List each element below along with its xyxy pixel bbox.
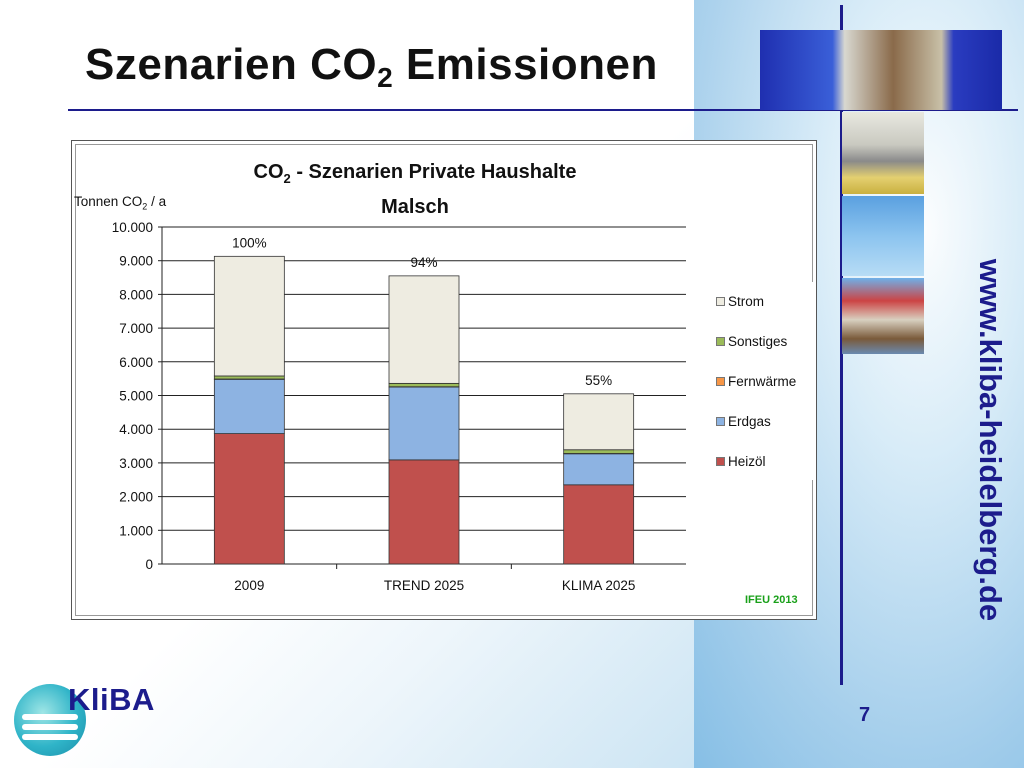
legend-swatch [716, 417, 725, 426]
y-tick-label: 6.000 [119, 355, 153, 370]
x-tick-label: KLIMA 2025 [562, 578, 636, 593]
y-tick-label: 1.000 [119, 523, 153, 538]
y-tick-label: 10.000 [112, 220, 153, 235]
legend-label: Sonstiges [728, 334, 788, 349]
page-number: 7 [859, 704, 871, 726]
legend-swatch [716, 337, 725, 346]
x-tick-label: TREND 2025 [384, 578, 464, 593]
chart-legend: Strom Sonstiges Fernwärme Erdgas Heizöl [696, 282, 814, 480]
x-tick-label: 2009 [234, 578, 264, 593]
y-tick-label: 5.000 [119, 389, 153, 404]
chart-source: IFEU 2013 [745, 594, 798, 606]
legend-label: Heizöl [728, 454, 766, 469]
bar-segment [213, 255, 285, 377]
bar-percent-label: 100% [232, 235, 267, 250]
y-tick-label: 9.000 [119, 254, 153, 269]
y-tick-label: 0 [145, 557, 153, 572]
bar-segment [388, 386, 460, 461]
y-tick-label: 4.000 [119, 422, 153, 437]
title-underline [68, 109, 1018, 111]
bar-segment [213, 375, 285, 380]
globe-icon [14, 684, 86, 756]
solar-roof-photo [760, 30, 1002, 110]
building-photo [842, 278, 924, 354]
y-tick-label: 2.000 [119, 490, 153, 505]
y-axis-unit-label: Tonnen CO2 / a [74, 194, 167, 212]
bar-percent-label: 94% [410, 255, 437, 270]
kliba-logo: KliBA [10, 680, 190, 760]
y-tick-label: 3.000 [119, 456, 153, 471]
legend-swatch [716, 457, 725, 466]
legend-label: Strom [728, 294, 765, 309]
legend-swatch [716, 297, 725, 306]
bar-segment [563, 453, 635, 486]
bar-segment [213, 433, 285, 565]
bar-segment [563, 449, 635, 454]
sky-photo [842, 196, 924, 276]
legend-label: Erdgas [728, 414, 771, 429]
y-tick-label: 7.000 [119, 321, 153, 336]
y-tick-label: 8.000 [119, 287, 153, 302]
chart-subtitle: Malsch [381, 196, 449, 218]
bar-percent-label: 55% [585, 373, 612, 388]
logo-text: KliBA [68, 682, 155, 717]
bar-segment [563, 484, 635, 565]
bar-segment [388, 382, 460, 388]
bar-segment [388, 459, 460, 565]
chart-title: CO2 - Szenarien Private Haushalte Malsch [253, 161, 577, 218]
bar-segment [213, 378, 285, 434]
vertical-divider [840, 5, 843, 685]
slide-title: Szenarien CO2 Emissionen [85, 40, 658, 93]
heating-system-photo [842, 112, 924, 194]
bar-segment [563, 393, 635, 451]
legend-label: Fernwärme [728, 374, 797, 389]
legend-swatch [716, 377, 725, 386]
bar-segment [388, 275, 460, 384]
